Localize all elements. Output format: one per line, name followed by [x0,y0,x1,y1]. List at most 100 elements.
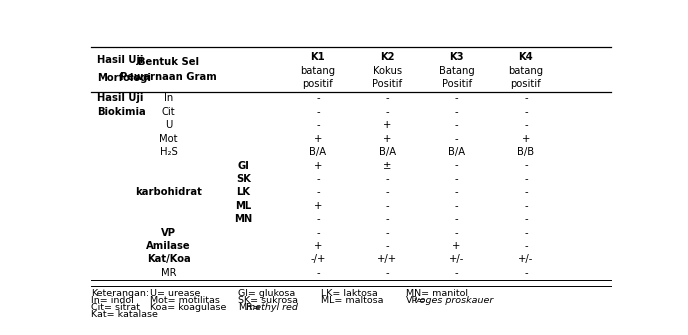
Text: -: - [385,201,389,211]
Text: +: + [453,241,461,251]
Text: Positif: Positif [442,79,472,89]
Text: LK: LK [236,187,250,197]
Text: K1: K1 [310,52,325,62]
Text: -: - [316,214,320,224]
Text: SK: SK [236,174,250,184]
Text: ML= maltosa: ML= maltosa [321,296,383,305]
Text: -: - [385,187,389,197]
Text: -: - [455,268,458,278]
Text: -: - [316,93,320,104]
Text: positif: positif [510,79,541,89]
Text: U= urease: U= urease [150,289,200,297]
Text: LK= laktosa: LK= laktosa [321,289,377,297]
Text: -: - [524,201,528,211]
Text: Gl: Gl [237,160,249,171]
Text: ±: ± [383,160,391,171]
Text: -: - [524,268,528,278]
Text: -: - [455,187,458,197]
Text: +: + [314,160,322,171]
Text: Mot: Mot [160,134,178,144]
Text: -: - [316,268,320,278]
Text: -: - [455,227,458,238]
Text: -: - [524,214,528,224]
Text: VP: VP [161,227,176,238]
Text: +: + [314,241,322,251]
Text: batang: batang [508,66,544,76]
Text: +/+: +/+ [377,255,398,264]
Text: -: - [385,241,389,251]
Text: Cit: Cit [162,107,175,117]
Text: K2: K2 [380,52,394,62]
Text: +: + [522,134,530,144]
Text: Kat/Koa: Kat/Koa [147,255,191,264]
Text: Kat= katalase: Kat= katalase [92,310,158,319]
Text: -: - [524,187,528,197]
Text: -: - [524,160,528,171]
Text: -: - [316,187,320,197]
Text: -: - [524,120,528,130]
Text: -: - [524,107,528,117]
Text: Hasil Uji: Hasil Uji [96,55,143,65]
Text: MR: MR [161,268,176,278]
Text: Positif: Positif [372,79,402,89]
Text: -: - [524,227,528,238]
Text: B/A: B/A [378,147,396,157]
Text: -: - [455,174,458,184]
Text: -: - [316,120,320,130]
Text: +: + [314,134,322,144]
Text: B/A: B/A [448,147,465,157]
Text: positif: positif [303,79,333,89]
Text: Gl= glukosa: Gl= glukosa [238,289,295,297]
Text: Morfologi: Morfologi [96,73,151,83]
Text: -: - [316,107,320,117]
Text: +/-: +/- [449,255,464,264]
Text: Pewarnaan Gram: Pewarnaan Gram [120,72,217,82]
Text: K3: K3 [449,52,464,62]
Text: Koa= koagulase: Koa= koagulase [150,303,226,312]
Text: -: - [524,93,528,104]
Text: -: - [385,268,389,278]
Text: VP=: VP= [406,296,426,305]
Text: Cit= sitrat: Cit= sitrat [92,303,140,312]
Text: U: U [165,120,172,130]
Text: -: - [455,134,458,144]
Text: -: - [455,160,458,171]
Text: -: - [385,227,389,238]
Text: -: - [385,107,389,117]
Text: H₂S: H₂S [160,147,178,157]
Text: Hasil Uji: Hasil Uji [96,93,143,104]
Text: -: - [316,174,320,184]
Text: Keterangan:: Keterangan: [92,289,149,297]
Text: B/A: B/A [310,147,327,157]
Text: karbohidrat: karbohidrat [136,187,202,197]
Text: -: - [524,174,528,184]
Text: Amilase: Amilase [147,241,191,251]
Text: +: + [314,201,322,211]
Text: Batang: Batang [439,66,475,76]
Text: -: - [385,93,389,104]
Text: In: In [164,93,173,104]
Text: -: - [455,201,458,211]
Text: ML: ML [235,201,251,211]
Text: Kokus: Kokus [373,66,402,76]
Text: -: - [385,214,389,224]
Text: -: - [316,227,320,238]
Text: Mot= motilitas: Mot= motilitas [150,296,220,305]
Text: SK= sukrosa: SK= sukrosa [238,296,298,305]
Text: +: + [383,120,391,130]
Text: MN= manitol: MN= manitol [406,289,468,297]
Text: -: - [455,93,458,104]
Text: -: - [455,214,458,224]
Text: +/-: +/- [518,255,534,264]
Text: Biokimia: Biokimia [96,107,145,117]
Text: In= indol: In= indol [92,296,134,305]
Text: batang: batang [301,66,336,76]
Text: voges proskauer: voges proskauer [413,296,493,305]
Text: MR=: MR= [238,303,261,312]
Text: -: - [524,241,528,251]
Text: methyl red: methyl red [246,303,297,312]
Text: +: + [383,134,391,144]
Text: -: - [455,120,458,130]
Text: MN: MN [234,214,252,224]
Text: B/B: B/B [517,147,535,157]
